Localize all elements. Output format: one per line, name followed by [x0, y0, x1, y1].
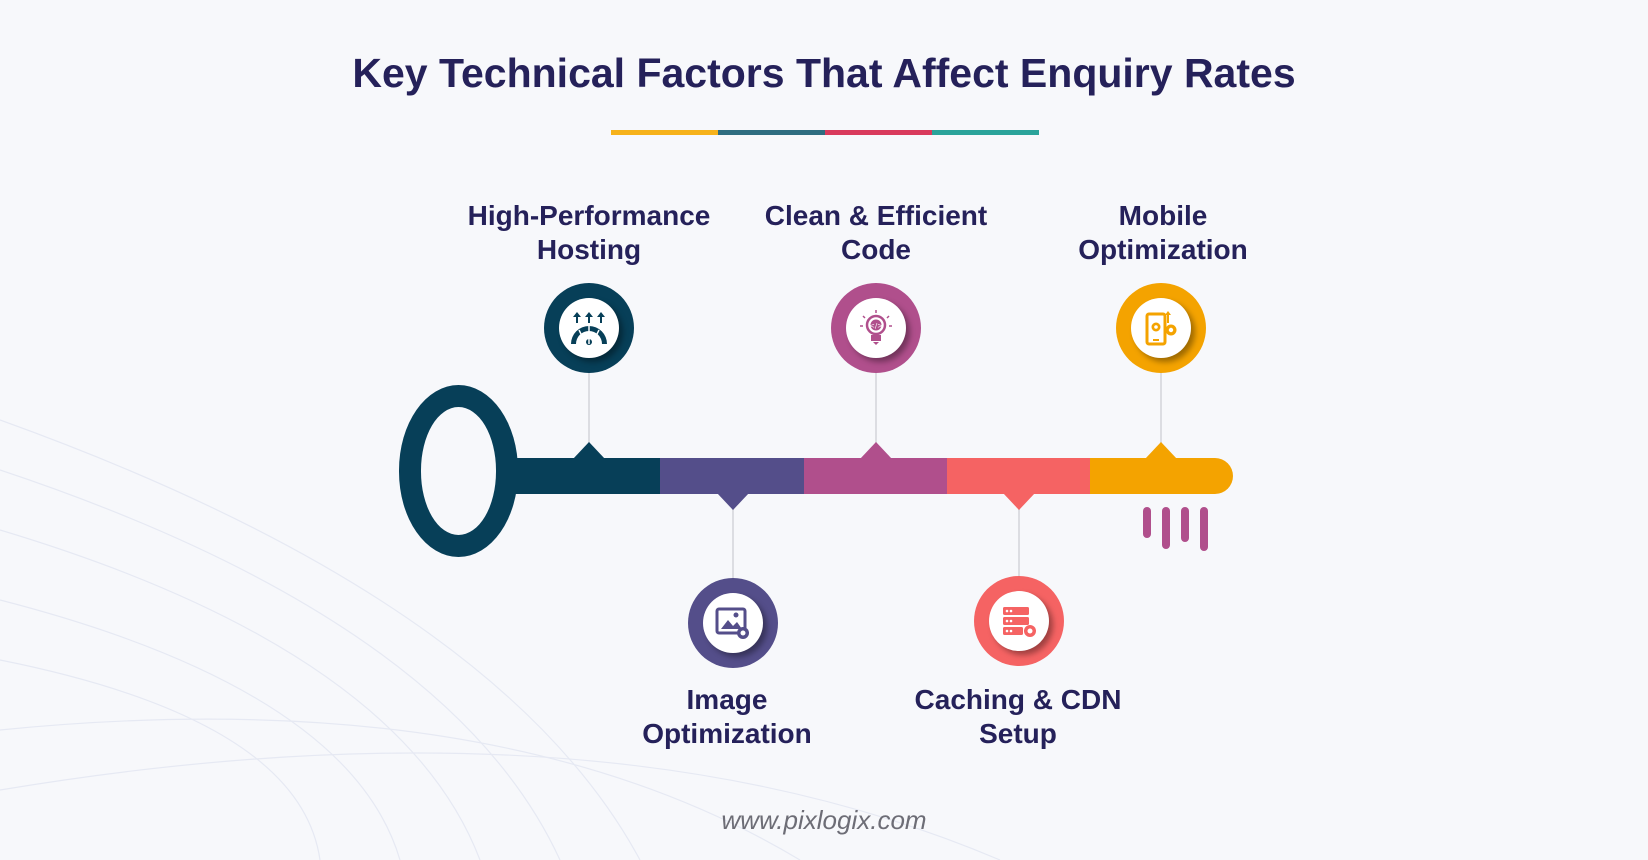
lightbulb-code-icon: </>	[860, 310, 892, 345]
title-underline-1	[611, 130, 718, 135]
factor-label-image: Image Optimization	[577, 683, 877, 751]
label-line: Mobile	[1118, 200, 1208, 231]
key-tooth	[1162, 507, 1170, 549]
key-segment-4	[947, 458, 1091, 494]
mobile-gear-icon	[1145, 311, 1177, 346]
label-line: Code	[841, 234, 911, 265]
factor-circle-image	[688, 578, 778, 668]
factor-circle-mobile	[1116, 283, 1206, 373]
key-tooth	[1143, 507, 1151, 538]
image-gear-icon	[715, 607, 749, 639]
label-line: Setup	[979, 718, 1057, 749]
label-line: Clean & Efficient	[764, 200, 988, 231]
title-underline-3	[825, 130, 932, 135]
server-gear-icon	[1003, 607, 1036, 637]
label-line: High-Performance	[467, 200, 711, 231]
key-segment-3	[804, 458, 948, 494]
label-line: Caching & CDN	[914, 684, 1122, 715]
speedometer-arrows-icon	[571, 312, 607, 345]
key-segment-1	[514, 458, 661, 494]
key-tooth	[1181, 507, 1189, 542]
factor-label-mobile: Mobile Optimization	[1013, 199, 1313, 267]
label-line: Optimization	[642, 718, 812, 749]
factor-label-caching: Caching & CDN Setup	[868, 683, 1168, 751]
label-line: Image	[686, 684, 768, 715]
key-segment-2	[660, 458, 805, 494]
label-line: Optimization	[1078, 234, 1248, 265]
factor-label-code: Clean & Efficient Code	[726, 199, 1026, 267]
title-underline-4	[932, 130, 1039, 135]
key-segment-5	[1090, 458, 1233, 494]
key-ring	[399, 385, 518, 557]
factor-label-hosting: High-Performance Hosting	[439, 199, 739, 267]
page-title: Key Technical Factors That Affect Enquir…	[352, 50, 1296, 96]
key-tooth	[1200, 507, 1208, 551]
footer-website: www.pixlogix.com	[721, 805, 927, 835]
svg-text:</>: </>	[869, 322, 883, 330]
factor-circle-hosting	[544, 283, 634, 373]
factor-circle-code: </>	[831, 283, 921, 373]
factor-circle-caching	[974, 576, 1064, 666]
label-line: Hosting	[536, 234, 642, 265]
title-underline-2	[718, 130, 825, 135]
